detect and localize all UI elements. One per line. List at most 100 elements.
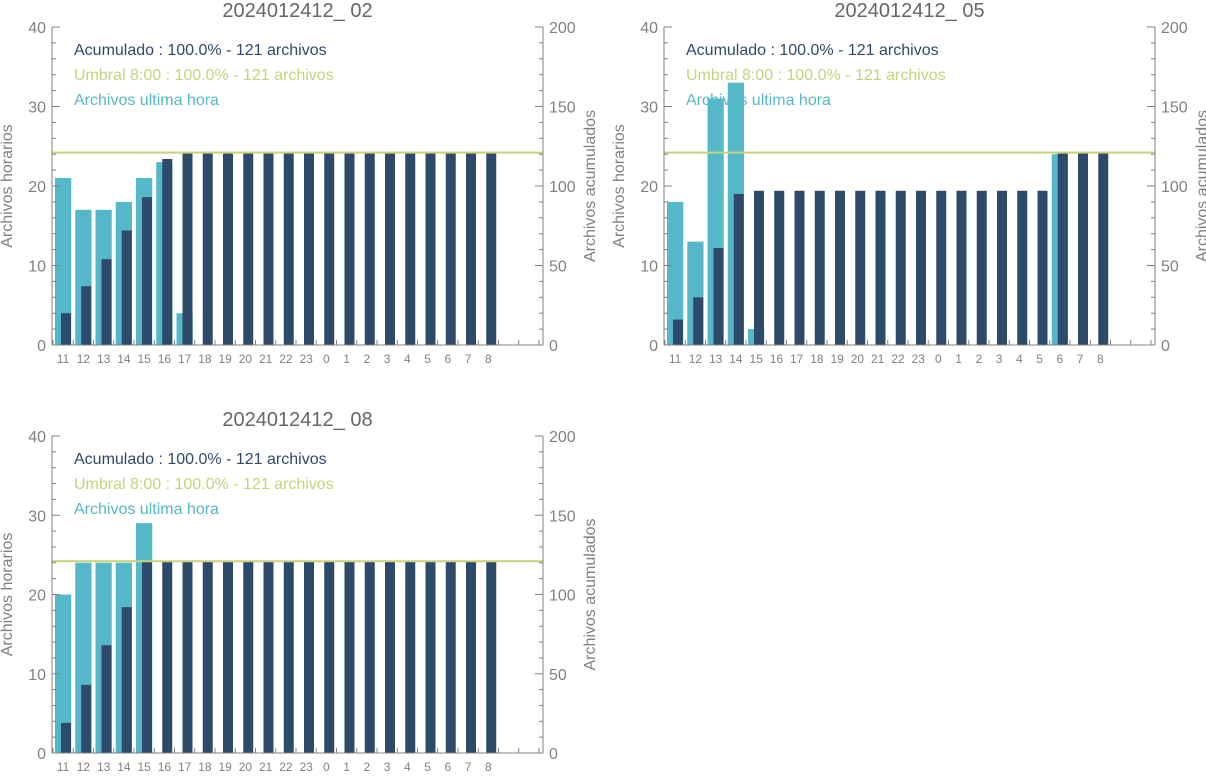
bar-cumulative-4 [1017,190,1028,345]
x-tick-label: 16 [770,352,784,366]
x-tick-label: 18 [198,760,212,771]
y-axis-label-left: Archivos horarios [0,533,16,657]
bar-cumulative-21 [875,190,886,345]
x-tick-label: 3 [384,760,391,771]
y-tick-label-left: 0 [649,338,658,355]
bar-cumulative-21 [263,561,274,753]
x-tick-label: 15 [137,352,151,366]
y-tick-label-left: 40 [28,429,46,446]
y-tick-label-left: 40 [640,20,658,37]
bar-cumulative-7 [466,152,476,345]
y-tick-label-left: 10 [640,259,658,276]
x-tick-label: 19 [218,760,232,771]
y-tick-label-right: 0 [1161,338,1170,355]
legend-umbral: Umbral 8:00 : 100.0% - 121 archivos [74,67,334,84]
bar-cumulative-23 [304,561,314,753]
y-tick-label-right: 50 [549,259,567,276]
bar-cumulative-15 [754,190,764,345]
x-tick-label: 23 [299,352,313,366]
bar-cumulative-6 [445,561,456,753]
y-axis-label-left: Archivos horarios [611,124,628,248]
x-tick-label: 1 [343,760,350,771]
legend-ultima-hora: Archivos ultima hora [686,92,831,109]
bar-cumulative-4 [405,152,416,345]
bar-cumulative-19 [223,561,233,753]
bar-cumulative-16 [162,158,173,345]
y-tick-label-left: 0 [37,746,46,763]
x-tick-label: 14 [117,352,131,366]
x-tick-label: 19 [830,352,844,366]
bar-cumulative-3 [385,561,395,753]
bar-cumulative-17 [182,561,193,753]
x-tick-label: 0 [935,352,942,366]
x-tick-label: 0 [323,352,330,366]
bar-cumulative-1 [344,561,355,753]
x-tick-label: 6 [445,760,452,771]
y-tick-label-left: 10 [28,667,46,684]
bar-cumulative-6 [1057,152,1068,345]
bar-cumulative-23 [916,190,926,345]
bar-cumulative-11 [61,722,71,753]
x-tick-label: 20 [239,760,253,771]
x-tick-label: 8 [485,760,492,771]
x-tick-label: 7 [465,760,472,771]
y-axis-label-right: Archivos acumulados [582,110,599,262]
bar-cumulative-14 [121,230,132,345]
x-tick-label: 21 [871,352,885,366]
bar-cumulative-23 [304,152,314,345]
bar-cumulative-11 [61,313,71,345]
bar-cumulative-21 [263,152,274,345]
y-tick-label-left: 40 [28,20,46,37]
x-tick-label: 7 [465,352,472,366]
legend-umbral: Umbral 8:00 : 100.0% - 121 archivos [74,476,334,493]
bar-hourly-11 [667,201,684,345]
y-tick-label-right: 200 [549,429,576,446]
bar-cumulative-15 [142,561,152,753]
bar-cumulative-7 [1078,152,1088,345]
y-tick-label-left: 30 [28,100,46,117]
x-tick-label: 3 [384,352,391,366]
x-tick-label: 8 [1097,352,1104,366]
bar-cumulative-0 [324,561,335,753]
legend-umbral: Umbral 8:00 : 100.0% - 121 archivos [686,67,946,84]
x-tick-label: 11 [669,352,682,366]
bar-cumulative-5 [425,561,436,753]
bar-cumulative-1 [344,152,355,345]
bar-cumulative-20 [243,152,254,345]
x-tick-label: 11 [57,352,70,366]
bar-cumulative-4 [405,561,416,753]
x-tick-label: 19 [218,352,232,366]
x-tick-label: 23 [911,352,925,366]
y-axis-label-left: Archivos horarios [0,124,16,248]
x-tick-label: 18 [810,352,824,366]
bar-cumulative-16 [774,190,785,345]
bar-cumulative-14 [733,193,744,345]
y-tick-label-left: 0 [37,338,46,355]
x-tick-label: 5 [424,760,431,771]
chart-title: 2024012412_ 05 [834,0,984,22]
bar-cumulative-7 [466,561,476,753]
x-tick-label: 0 [323,760,330,771]
bar-cumulative-12 [81,684,92,753]
y-tick-label-right: 200 [549,20,576,37]
bar-cumulative-8 [486,152,497,345]
x-tick-label: 16 [158,760,172,771]
bar-cumulative-0 [936,190,947,345]
x-tick-label: 2 [976,352,983,366]
bar-cumulative-12 [693,297,704,345]
x-tick-label: 1 [343,352,350,366]
y-tick-label-left: 30 [28,508,46,525]
bar-cumulative-13 [101,645,112,753]
y-tick-label-right: 100 [549,179,576,196]
bar-cumulative-13 [101,259,112,345]
x-tick-label: 18 [198,352,212,366]
x-tick-label: 6 [445,352,452,366]
x-tick-label: 17 [790,352,804,366]
x-tick-label: 6 [1057,352,1064,366]
bar-cumulative-19 [835,190,845,345]
y-axis-label-right: Archivos acumulados [1194,110,1206,262]
y-tick-label-right: 200 [1161,20,1188,37]
